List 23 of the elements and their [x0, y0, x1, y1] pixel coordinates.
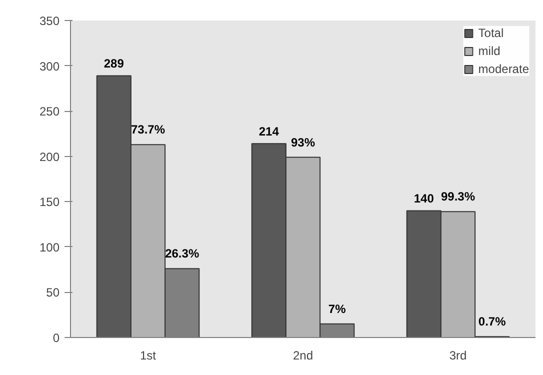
annotation: 73.7%	[130, 122, 166, 137]
data-label: 140	[414, 192, 434, 206]
annotation: 99.3%	[440, 190, 476, 204]
x-tick-label: 3rd	[449, 348, 467, 362]
y-tick-label: 50	[46, 286, 60, 300]
y-tick-label: 150	[39, 195, 60, 210]
y-tick-label: 0	[52, 331, 60, 345]
legend-label: moderate	[478, 62, 529, 76]
legend-label: mild	[478, 44, 500, 58]
annotation: 93%	[290, 135, 316, 150]
y-tick-label: 100	[39, 240, 60, 254]
y-tick-label: 250	[39, 104, 60, 119]
x-tick-label: 1st	[140, 348, 157, 362]
annotation: 0.7%	[478, 314, 506, 329]
legend-label: Total	[478, 26, 504, 40]
y-tick-label: 350	[39, 14, 60, 28]
data-label: 214	[258, 124, 280, 139]
data-label: 289	[104, 56, 124, 71]
y-tick-label: 200	[39, 150, 60, 164]
x-tick-label: 2nd	[292, 348, 314, 362]
annotation: 26.3%	[165, 246, 200, 261]
y-tick-label: 300	[39, 59, 60, 74]
annotation: 7%	[328, 302, 346, 316]
